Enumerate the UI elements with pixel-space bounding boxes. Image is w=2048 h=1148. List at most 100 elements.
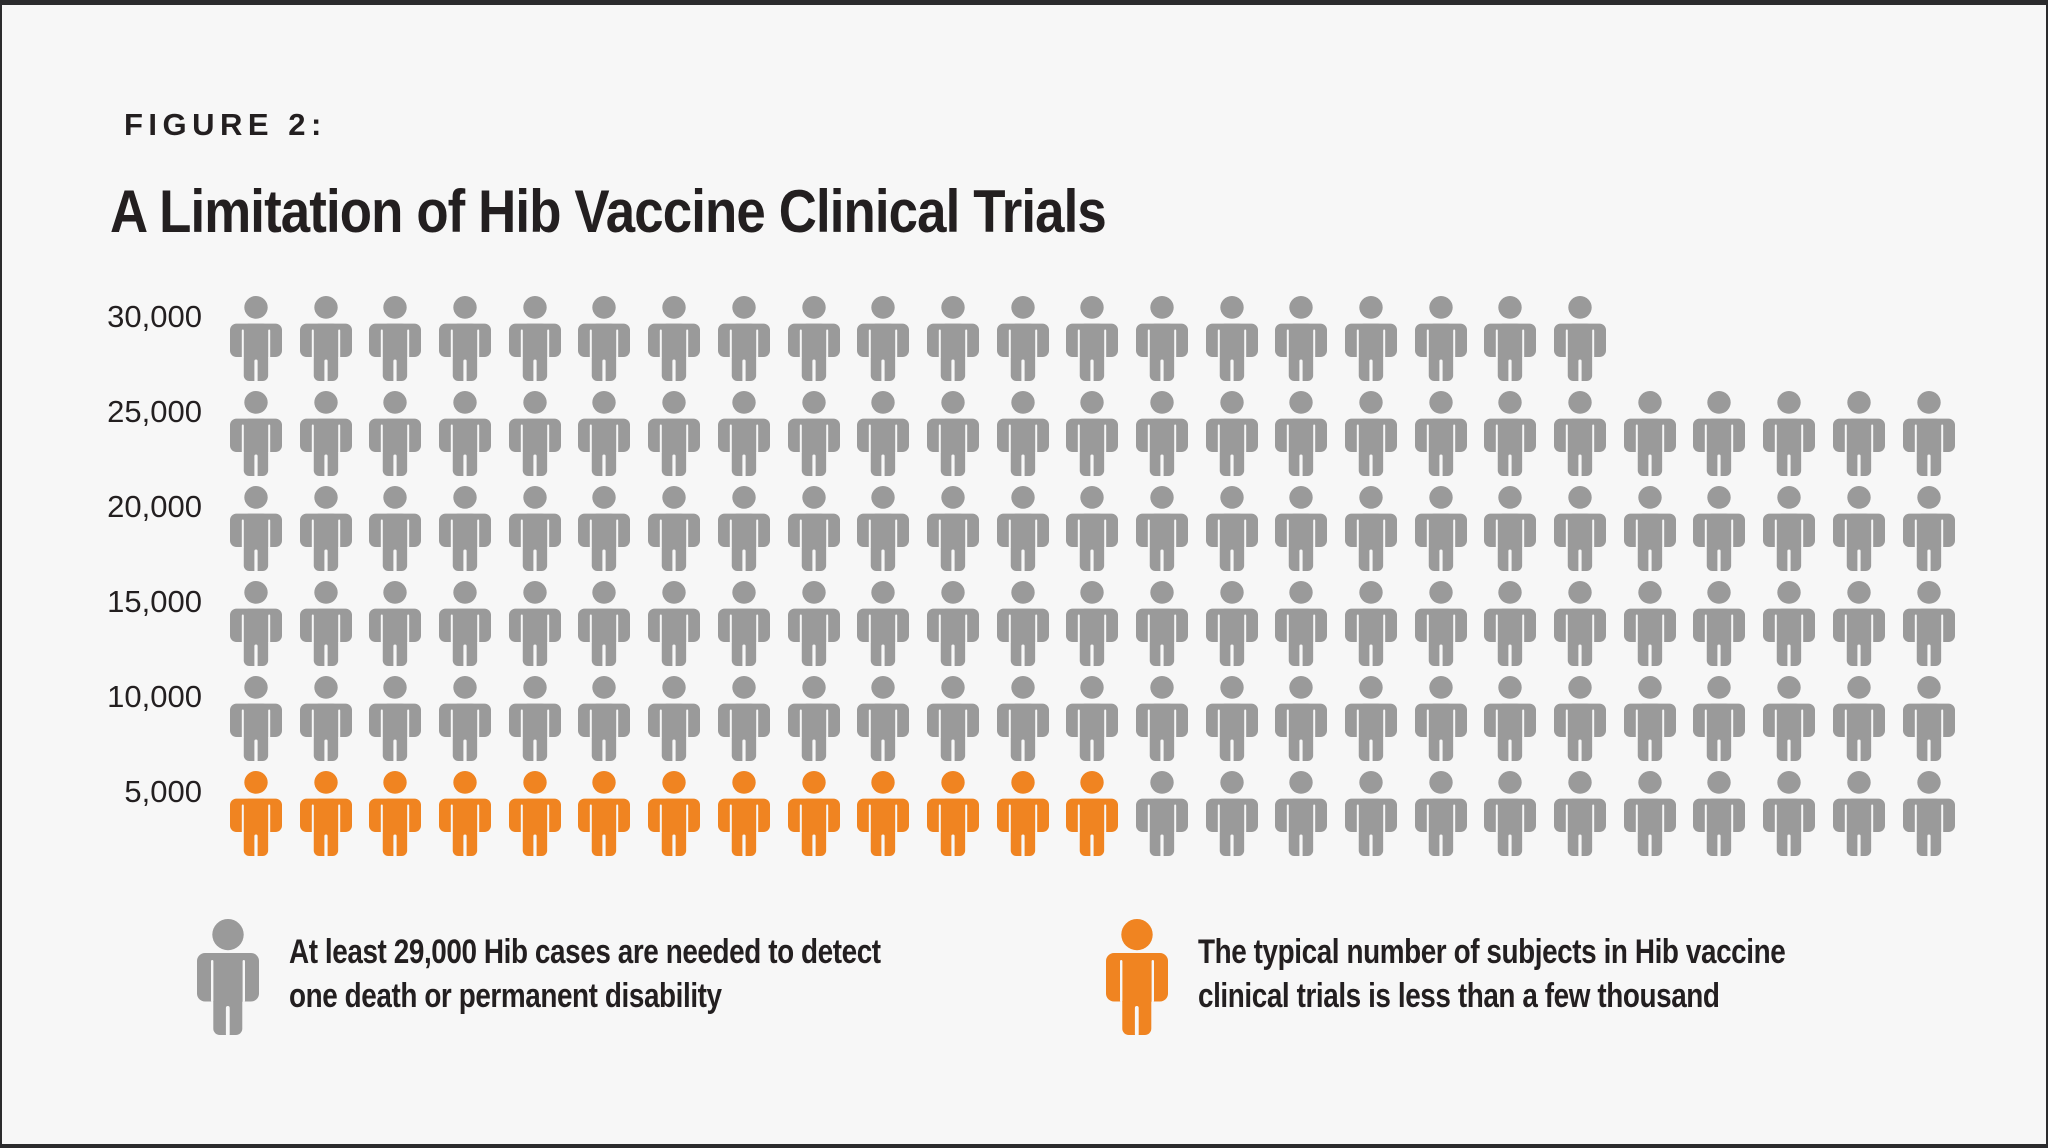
gray-person-icon [1484,296,1536,381]
gray-person-icon [578,486,630,571]
legend-item-gray: At least 29,000 Hib cases are needed to … [197,919,1097,1059]
gray-person-icon [1903,486,1955,571]
gray-person-icon [1693,486,1745,571]
orange-person-icon [1066,771,1118,856]
gray-person-icon [509,391,561,476]
gray-person-icon [1275,391,1327,476]
gray-person-icon [1415,296,1467,381]
gray-person-icon [1833,486,1885,571]
gray-person-icon [509,296,561,381]
icon-row [230,486,1955,571]
gray-person-icon [1136,771,1188,856]
gray-person-icon [1903,391,1955,476]
icon-row [230,581,1955,666]
gray-person-icon [648,296,700,381]
legend-line: At least 29,000 Hib cases are needed to … [289,933,881,971]
gray-person-icon [369,296,421,381]
gray-person-icon [1415,771,1467,856]
orange-person-icon [230,771,282,856]
gray-person-icon [230,676,282,761]
pictograph-chart: 30,000 25,000 20,000 15,000 10,000 5,000 [2,5,2046,1144]
legend-text-gray: At least 29,000 Hib cases are needed to … [289,931,881,1018]
gray-person-icon [1206,771,1258,856]
gray-person-icon [1415,486,1467,571]
gray-person-icon [578,296,630,381]
gray-person-icon [1624,486,1676,571]
gray-person-icon [1554,391,1606,476]
gray-person-icon [1484,486,1536,571]
gray-person-icon [439,486,491,571]
gray-person-icon [1763,391,1815,476]
orange-person-icon [997,771,1049,856]
legend-line: clinical trials is less than a few thous… [1198,976,1720,1015]
gray-person-icon [788,391,840,476]
gray-person-icon [1206,581,1258,666]
gray-person-icon [509,676,561,761]
gray-person-icon [857,581,909,666]
gray-person-icon [1066,296,1118,381]
gray-person-icon [230,391,282,476]
gray-person-icon [1345,771,1397,856]
gray-person-icon [1484,771,1536,856]
orange-person-icon [509,771,561,856]
gray-person-icon [1066,581,1118,666]
gray-person-icon [230,486,282,571]
y-axis-label: 25,000 [107,394,202,429]
orange-person-icon [300,771,352,856]
gray-person-icon [1415,391,1467,476]
gray-person-icon [788,676,840,761]
page-title: A Limitation of Hib Vaccine Clinical Tri… [110,178,1107,245]
gray-person-icon [857,391,909,476]
orange-person-icon [369,771,421,856]
gray-person-icon [1763,581,1815,666]
y-axis-label: 10,000 [107,679,202,714]
gray-person-icon [648,391,700,476]
gray-person-icon [300,581,352,666]
orange-person-icon [439,771,491,856]
gray-person-icon [1624,391,1676,476]
gray-person-icon [230,581,282,666]
gray-person-icon [997,676,1049,761]
gray-person-icon [997,391,1049,476]
gray-person-icon [1206,486,1258,571]
gray-person-icon [1903,581,1955,666]
gray-person-icon [1903,771,1955,856]
gray-person-icon [1415,676,1467,761]
orange-person-icon [578,771,630,856]
gray-person-icon [1484,581,1536,666]
gray-person-icon [1484,391,1536,476]
gray-person-icon [1763,771,1815,856]
gray-person-icon [718,581,770,666]
gray-person-icon [1206,391,1258,476]
gray-person-icon [439,676,491,761]
y-axis-label: 30,000 [107,299,202,334]
gray-person-icon [1275,486,1327,571]
gray-person-icon [369,676,421,761]
gray-person-icon [509,581,561,666]
orange-person-icon [927,771,979,856]
gray-person-icon [1415,581,1467,666]
gray-person-icon [1624,676,1676,761]
figure-label: FIGURE 2: [124,107,327,142]
orange-person-icon [718,771,770,856]
gray-person-icon [439,391,491,476]
gray-person-icon [1554,771,1606,856]
gray-person-icon [1693,581,1745,666]
icon-row [230,391,1955,476]
gray-person-icon [1066,486,1118,571]
y-axis-label: 15,000 [107,584,202,619]
gray-person-icon [1833,676,1885,761]
gray-person-icon [1484,676,1536,761]
gray-person-icon [1554,581,1606,666]
gray-person-icon [1763,676,1815,761]
icon-row [230,296,1606,381]
gray-person-icon [230,296,282,381]
gray-person-icon [927,486,979,571]
gray-person-icon [1345,581,1397,666]
gray-person-icon [718,486,770,571]
gray-person-icon [1066,676,1118,761]
legend-text-orange: The typical number of subjects in Hib va… [1198,931,1786,1018]
gray-person-icon [439,296,491,381]
gray-person-icon [509,486,561,571]
